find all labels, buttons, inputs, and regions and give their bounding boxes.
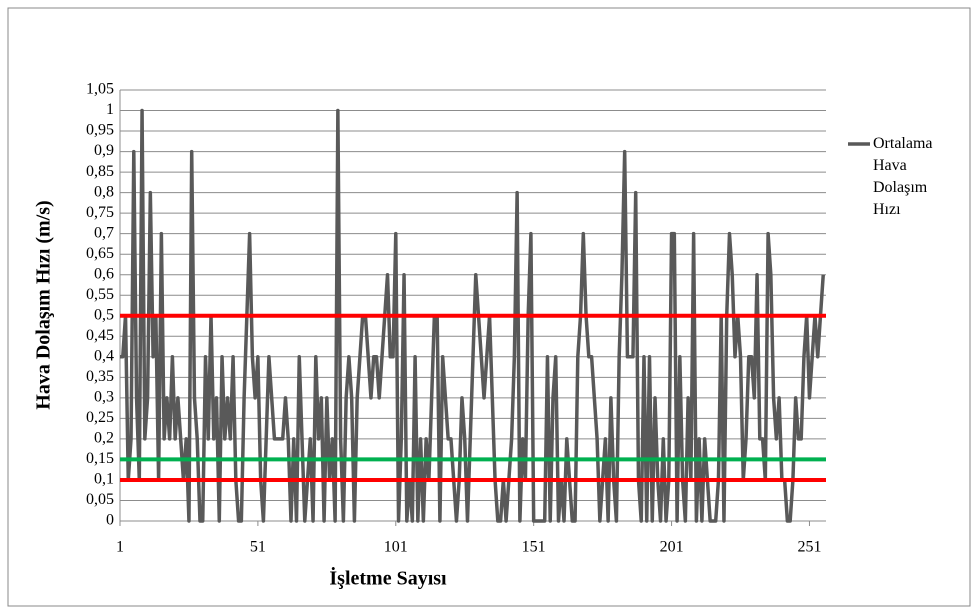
y-tick-label: 0,35 (86, 368, 114, 385)
y-tick-label: 0,45 (86, 327, 114, 344)
y-tick-label: 0,25 (86, 409, 114, 426)
y-tick-label: 0,4 (94, 347, 114, 364)
x-tick-label: 251 (797, 539, 821, 556)
x-axis-title: İşletme Sayısı (329, 566, 447, 590)
x-tick-label: 151 (522, 539, 546, 556)
x-tick-label: 51 (250, 539, 266, 556)
y-tick-label: 0,8 (94, 183, 114, 200)
y-tick-label: 0,9 (94, 142, 114, 159)
y-tick-label: 0,1 (94, 471, 114, 488)
y-tick-label: 1,05 (86, 81, 114, 98)
y-tick-label: 0,85 (86, 163, 114, 180)
y-tick-label: 0,05 (86, 491, 114, 508)
x-tick-label: 1 (116, 539, 124, 556)
y-tick-label: 1 (106, 101, 114, 118)
y-tick-label: 0,75 (86, 204, 114, 221)
y-tick-label: 0,3 (94, 389, 114, 406)
legend-label: Ortalama Hava Dolaşım Hızı (873, 135, 933, 218)
y-tick-label: 0,15 (86, 450, 114, 467)
x-tick-label: 201 (660, 539, 684, 556)
y-axis-title: Hava Dolaşım Hızı (m/s) (33, 200, 55, 409)
chart-border (7, 7, 971, 607)
y-tick-label: 0,7 (94, 224, 114, 241)
y-tick-label: 0 (106, 512, 114, 529)
y-tick-label: 0,6 (94, 265, 114, 282)
y-tick-label: 0,65 (86, 245, 114, 262)
y-tick-label: 0,5 (94, 306, 114, 323)
y-tick-label: 0,95 (86, 122, 114, 139)
y-tick-label: 0,2 (94, 430, 114, 447)
x-tick-label: 101 (384, 539, 408, 556)
y-tick-label: 0,55 (86, 286, 114, 303)
